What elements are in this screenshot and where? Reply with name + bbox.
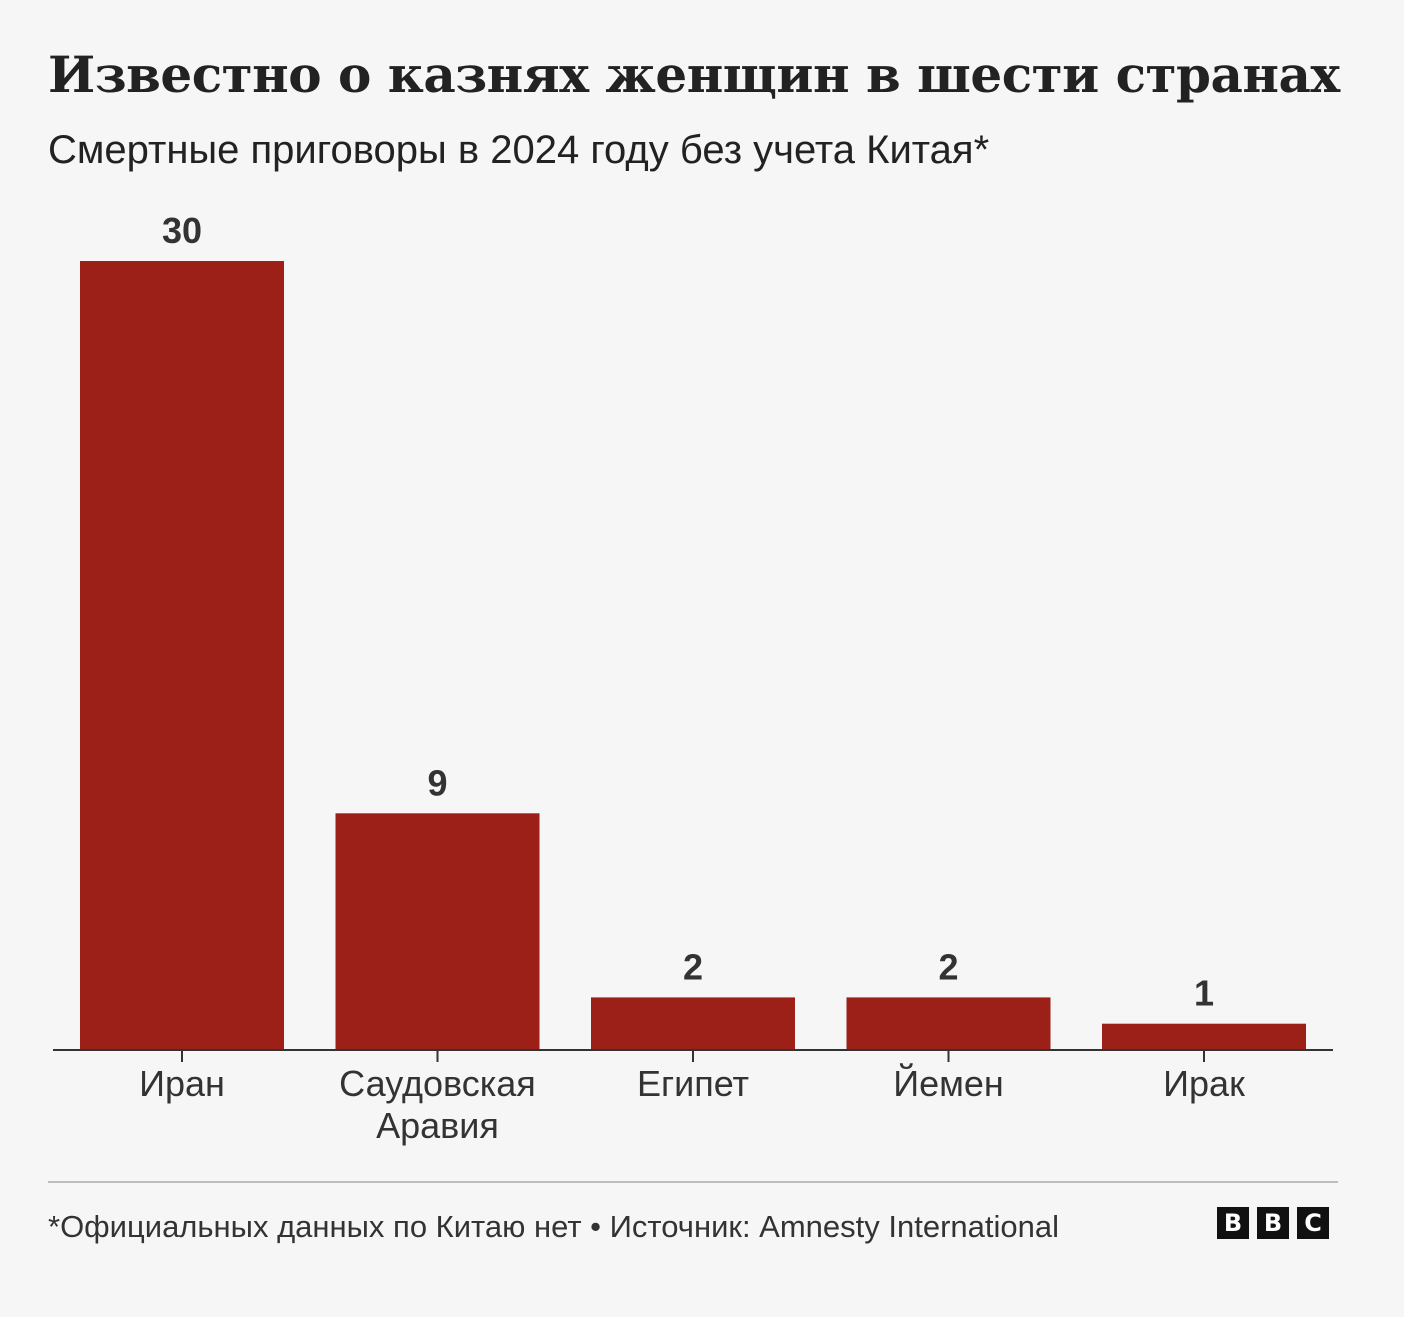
chart-title: Известно о казнях женщин в шести странах [48,45,1340,104]
x-tick-label: Саудовская [339,1063,536,1104]
bar [1102,1023,1306,1050]
x-tick-label: Ирак [1163,1063,1245,1104]
bbc-logo-letter: B [1217,1207,1249,1239]
bar [335,813,540,1050]
source-note: *Официальных данных по Китаю нет • Источ… [48,1209,1059,1244]
bbc-logo: B B C [1217,1207,1329,1239]
bar [846,997,1051,1050]
bar [591,997,795,1050]
x-tick-label: Йемен [893,1062,1004,1104]
x-tick-label: Аравия [376,1105,499,1146]
footer-divider [48,1181,1338,1183]
data-label: 1 [1194,973,1214,1014]
bbc-logo-letter: B [1257,1207,1289,1239]
bar [80,261,284,1050]
data-label: 30 [162,210,202,251]
chart-subtitle: Смертные приговоры в 2024 году без учета… [48,128,990,172]
data-label: 2 [938,946,958,987]
data-label: 9 [427,762,447,803]
bbc-logo-letter: C [1297,1207,1329,1239]
x-tick-label: Египет [637,1063,749,1104]
data-label: 2 [683,946,703,987]
x-tick-label: Иран [139,1063,225,1104]
